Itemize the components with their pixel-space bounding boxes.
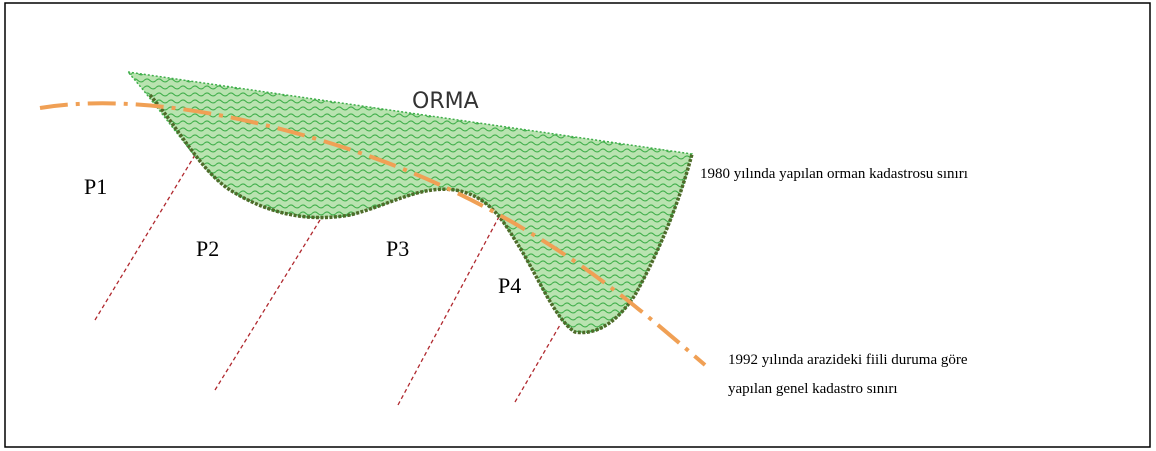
parcel-label: P2 [196, 236, 219, 261]
parcel-label: P3 [386, 236, 409, 261]
parcel-lines [94, 154, 561, 406]
annotation-1992: yapılan genel kadastro sınırı [728, 381, 898, 397]
forest-label: ORMA [412, 89, 479, 114]
parcel-label: P4 [498, 273, 521, 298]
boundary-1992-line [39, 101, 707, 367]
parcel-line [514, 324, 561, 403]
parcel-line [397, 214, 501, 406]
forest-lower-edge [148, 93, 694, 335]
forest-area [126, 70, 693, 334]
annotation-1980: 1980 yılında yapılan orman kadastrosu sı… [700, 166, 968, 182]
parcel-label: P1 [84, 174, 107, 199]
annotation-1992: 1992 yılında arazideki fiili duruma göre [728, 352, 968, 368]
parcel-line [214, 219, 321, 391]
